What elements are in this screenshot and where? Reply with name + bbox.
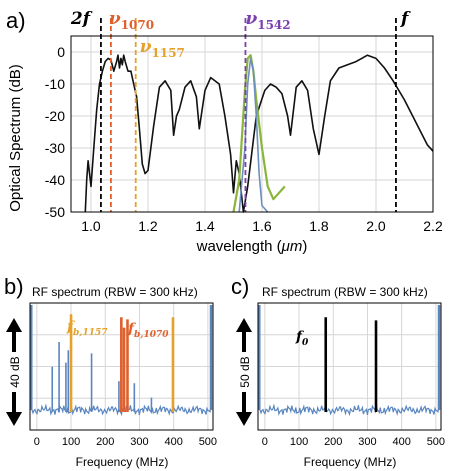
panel-a-xlabel: wavelength (μm) bbox=[196, 238, 308, 255]
panel-a-ticks: 1.0 1.2 1.4 1.6 1.8 2.0 2.2 0 -10 -20 -30 -40 -50 bbox=[45, 44, 443, 234]
panel-b-annotation-subscript-0: b,1157 bbox=[73, 328, 108, 338]
panel-a-series bbox=[84, 54, 434, 213]
panel-c-xlabel: Frequency (MHz) bbox=[304, 455, 397, 469]
panel-a-xtick-1: 1.2 bbox=[138, 218, 158, 234]
panel-a-ytick-3: -30 bbox=[45, 140, 65, 156]
panel-c-xtick-4: 400 bbox=[392, 436, 410, 448]
panel-b-label: b) bbox=[4, 274, 24, 299]
panel-a-vline-label-4: f bbox=[400, 9, 411, 29]
panel-a-xtick-2: 1.4 bbox=[195, 218, 215, 234]
panel-b-annotations: fb,1157 fb,1070 bbox=[66, 319, 169, 340]
panel-b-xtick-4: 400 bbox=[164, 436, 182, 448]
panel-a-xtick-0: 1.0 bbox=[81, 218, 101, 234]
panel-c-xtick-3: 300 bbox=[358, 436, 376, 448]
panel-a-xlabel-text: wavelength ( bbox=[196, 238, 282, 255]
panel-b-ticks: 0 100 200 300 400 500 bbox=[34, 436, 217, 448]
panel-c-annotation-subscript-0: 0 bbox=[302, 338, 309, 348]
panel-c-frame bbox=[257, 302, 442, 431]
panel-b-xtick-2: 200 bbox=[96, 436, 114, 448]
panel-a-label: a) bbox=[6, 8, 26, 33]
panel-a-xlabel-unit: μm bbox=[281, 238, 303, 255]
panel-b-annotation-0: fb,1157 bbox=[66, 319, 108, 338]
panel-a-ytick-0: 0 bbox=[57, 44, 65, 60]
panel-c-xtick-1: 100 bbox=[290, 436, 308, 448]
panel-b-annotation-1: fb,1070 bbox=[127, 321, 169, 340]
panel-b-noise-floor bbox=[31, 403, 212, 417]
panel-a-ytick-5: -50 bbox=[45, 204, 65, 220]
panel-c: c) RF spectrum (RBW = 300 kHz) 0 100 200 30… bbox=[231, 274, 445, 469]
panel-b-xtick-3: 300 bbox=[130, 436, 148, 448]
panel-a-vline-label-1: ν1070 bbox=[109, 9, 154, 32]
panel-b-scale-arrow bbox=[6, 318, 22, 426]
panel-a-vline-subscript-3: 1542 bbox=[257, 18, 290, 32]
panel-c-ticks: 0 100 200 300 400 500 bbox=[262, 436, 445, 448]
panel-a-vline-label-2: ν1157 bbox=[140, 37, 185, 60]
panel-a-vline-label-3: ν1542 bbox=[245, 9, 290, 32]
panel-c-xtick-5: 500 bbox=[427, 436, 445, 448]
panel-a-ytick-2: -20 bbox=[45, 108, 65, 124]
panel-c-xtick-0: 0 bbox=[262, 436, 268, 448]
panel-a-frame bbox=[70, 35, 434, 213]
panel-b-title: RF spectrum (RBW = 300 kHz) bbox=[32, 285, 198, 299]
panel-b-frame bbox=[29, 302, 214, 431]
panel-c-xtick-2: 200 bbox=[324, 436, 342, 448]
panel-c-noise-floor bbox=[259, 403, 440, 417]
panel-c-annotation-0: f0 bbox=[295, 329, 309, 348]
panel-a-ylabel: Optical Spectrum (dB) bbox=[7, 64, 24, 212]
panel-a-xtick-4: 1.8 bbox=[309, 218, 329, 234]
panel-a-vline-label-0: 2f bbox=[70, 9, 93, 29]
panel-a-xtick-3: 1.6 bbox=[252, 218, 272, 234]
panel-a-xlabel-close: ) bbox=[302, 238, 307, 255]
panel-b: b) RF spectrum (RBW = 300 kHz) 0 100 200 30… bbox=[4, 274, 217, 469]
panel-c-label: c) bbox=[231, 274, 249, 299]
panel-b-xtick-5: 500 bbox=[199, 436, 217, 448]
panel-b-xtick-0: 0 bbox=[34, 436, 40, 448]
panel-b-annotation-subscript-1: b,1070 bbox=[134, 330, 169, 340]
panel-c-series bbox=[258, 305, 441, 417]
panel-b-scale-label: 40 dB bbox=[8, 356, 22, 387]
panel-b-xtick-1: 100 bbox=[62, 436, 80, 448]
panel-a-xtick-6: 2.2 bbox=[423, 218, 443, 234]
panel-a-vline-subscript-2: 1157 bbox=[152, 46, 185, 60]
panel-c-scale-arrow bbox=[236, 318, 252, 426]
panel-c-title: RF spectrum (RBW = 300 kHz) bbox=[262, 285, 428, 299]
panel-a-vline-subscript-1: 1070 bbox=[121, 18, 154, 32]
panel-a-xtick-5: 2.0 bbox=[366, 218, 386, 234]
panel-c-scale-label: 50 dB bbox=[238, 356, 252, 387]
panel-a-series-broad bbox=[84, 54, 434, 213]
panel-a-ytick-4: -40 bbox=[45, 172, 65, 188]
panel-a-vlines bbox=[100, 18, 397, 212]
panel-b-series bbox=[30, 305, 213, 417]
panel-b-xlabel: Frequency (MHz) bbox=[76, 455, 169, 469]
panel-a-ytick-1: -10 bbox=[45, 76, 65, 92]
panel-a: a) Optical Spectrum (dB) 1.0 1.2 1.4 1.6 1.8… bbox=[6, 8, 443, 255]
panel-c-annotations: f0 bbox=[295, 329, 309, 348]
